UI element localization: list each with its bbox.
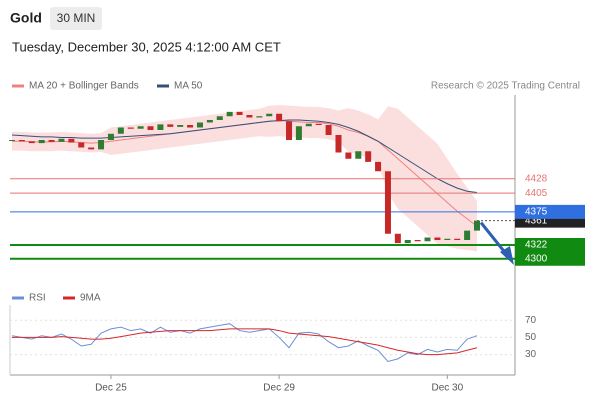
y-tick-label: 50 [525,332,537,343]
candle [404,240,411,244]
candle [325,125,332,135]
candle [266,113,273,117]
level-label: 4300 [525,253,548,264]
timeframe[interactable]: 30 MIN [57,11,96,25]
candle [177,125,184,127]
level-label: 4361 [525,215,548,226]
legend-label: 9MA [80,293,101,304]
candle [18,140,25,142]
level-label: 4375 [525,207,548,218]
candle [127,127,134,129]
level-label: 4428 [525,173,548,184]
source: Research © 2025 Trading Central [431,81,580,92]
candle [78,142,85,148]
y-tick-label: 70 [525,315,537,326]
candle [315,123,322,125]
candle [246,115,253,118]
level-box [515,238,585,252]
candle [256,116,263,118]
legend-label: MA 20 + Bollinger Bands [29,81,139,92]
level-label: 4405 [525,188,548,199]
level-box [515,251,585,266]
candle [355,151,362,159]
candle [68,138,75,143]
candle [157,124,164,130]
candle [394,233,401,244]
candle [147,126,154,130]
candle [9,140,15,141]
candle [434,237,441,240]
candle [187,125,194,128]
candle [276,113,283,122]
level-box [515,204,585,219]
x-tick-label: Dec 25 [95,383,127,394]
candle [295,126,302,140]
candle [206,120,213,123]
candle [444,238,451,240]
arrow-head [500,246,514,265]
candle [286,121,293,140]
timeframe-button[interactable] [50,7,102,30]
candle [305,123,312,127]
candle [38,140,45,144]
x-tick-label: Dec 29 [263,383,295,394]
rsi-line [11,323,478,362]
rsi-line [12,328,478,356]
level-label: 4322 [525,240,548,251]
candle [98,140,105,150]
candle [375,161,382,172]
x-tick-label: Dec 30 [431,383,463,394]
candle [48,140,55,142]
date: Tuesday, December 30, 2025 4:12:00 AM CE… [12,39,281,54]
candle [88,147,95,150]
candle [107,133,114,140]
candle [236,111,243,115]
legend-label: MA 50 [174,81,203,92]
candle [414,240,421,242]
candle [424,237,431,242]
bollinger-band [12,105,477,252]
candle [464,230,471,240]
candle [226,111,233,117]
candle [216,116,223,120]
candle [345,152,352,159]
candle [365,151,372,162]
candle [117,127,124,134]
candle [474,220,480,231]
candle [384,171,391,234]
candle [58,138,65,142]
ma50-line [11,119,478,193]
candle [454,238,461,240]
instrument: Gold [10,10,42,26]
legend-label: RSI [29,293,46,304]
candle [137,126,144,129]
candle [167,124,174,127]
candle [196,122,203,128]
y-tick-label: 30 [525,349,537,360]
candle [335,135,342,153]
candle [28,141,35,144]
projection-arrow [479,221,509,256]
